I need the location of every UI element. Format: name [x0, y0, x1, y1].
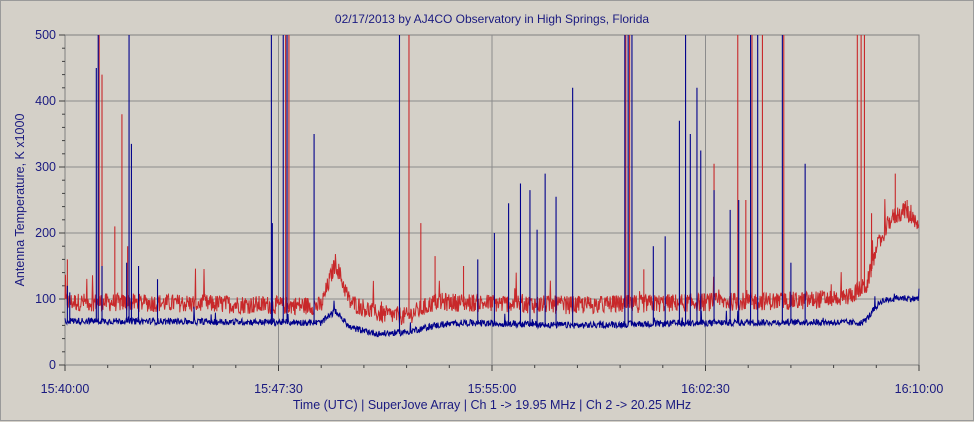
series-line-ch2 — [64, 199, 920, 326]
y-tick-label: 0 — [49, 358, 56, 372]
x-tick-label: 15:47:30 — [254, 382, 303, 396]
chart-title: 02/17/2013 by AJ4CO Observatory in High … — [335, 12, 649, 26]
y-tick-label: 200 — [35, 226, 56, 240]
x-tick-label: 16:02:30 — [681, 382, 730, 396]
y-tick-label: 300 — [35, 160, 56, 174]
x-axis-label: Time (UTC) | SuperJove Array | Ch 1 -> 1… — [293, 398, 691, 412]
x-tick-label: 15:55:00 — [468, 382, 517, 396]
x-tick-labels: 15:40:00 15:47:30 15:55:00 16:02:30 16:10:00 — [41, 382, 944, 396]
y-tick-label: 400 — [35, 94, 56, 108]
x-tick-label: 16:10:00 — [895, 382, 944, 396]
series-lines — [64, 35, 920, 338]
series-line-ch1 — [64, 288, 920, 338]
y-axis-label: Antenna Temperature, K x1000 — [13, 114, 27, 287]
x-tick-label: 15:40:00 — [41, 382, 90, 396]
y-tick-label: 100 — [35, 292, 56, 306]
minor-ticks — [62, 34, 920, 368]
y-tick-labels: 0 100 200 300 400 500 — [35, 28, 56, 372]
y-tick-label: 500 — [35, 28, 56, 42]
